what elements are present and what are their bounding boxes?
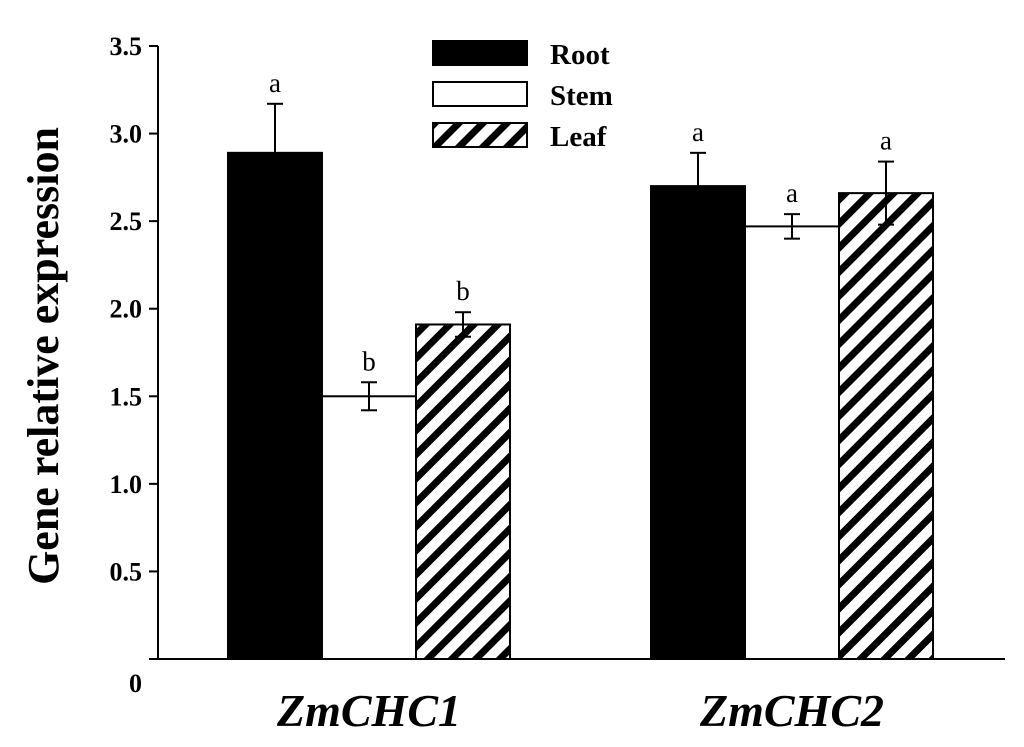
- y-tick-label: 3.5: [110, 32, 143, 61]
- significance-labels: a a b a b a: [269, 68, 892, 376]
- legend-swatch: [432, 40, 528, 66]
- y-axis-title: Gene relative expression: [19, 127, 68, 585]
- error-bars: [267, 102, 894, 412]
- legend-label: Leaf: [550, 121, 607, 153]
- y-tick-label: 3.0: [110, 120, 143, 149]
- y-tick-label: 1.0: [110, 470, 143, 499]
- y-ticks: 0 0.5 1.0 1.5 2.0 2.5 3.0 3.5: [110, 32, 158, 698]
- error-bar-stem-zmchc2: [784, 213, 800, 240]
- error-bar-stem-zmchc1: [361, 381, 377, 412]
- bar-leaf-zmchc2: [838, 192, 934, 660]
- significance-label: a: [692, 117, 704, 147]
- bar-root-zmchc1: [227, 151, 323, 661]
- bar-root-zmchc2: [650, 185, 746, 660]
- bars: [227, 151, 934, 661]
- legend-item-root: Root: [432, 39, 610, 71]
- significance-label: a: [880, 126, 892, 156]
- legend-item-leaf: Leaf: [432, 121, 607, 153]
- error-bar-root-zmchc2: [690, 151, 706, 221]
- y-tick-label: 2.0: [110, 295, 143, 324]
- legend-swatch: [432, 122, 528, 148]
- y-tick-label: 0.5: [110, 557, 143, 586]
- error-bar-leaf-zmchc1: [455, 311, 471, 338]
- y-tick-label: 2.5: [110, 207, 143, 236]
- bar-stem-zmchc2: [744, 225, 840, 660]
- significance-label: b: [362, 346, 376, 376]
- bar-leaf-zmchc1: [415, 323, 511, 660]
- legend-item-stem: Stem: [432, 80, 613, 112]
- y-tick-label: 1.5: [110, 382, 143, 411]
- category-label-zmchc2: ZmCHC2: [699, 685, 884, 736]
- legend: Root Stem Leaf: [432, 39, 613, 153]
- bar-stem-zmchc1: [321, 395, 417, 660]
- y-tick-label: 0: [129, 669, 142, 698]
- error-bar-root-zmchc1: [267, 102, 283, 203]
- significance-label: a: [269, 68, 281, 98]
- legend-label: Root: [550, 39, 610, 71]
- legend-label: Stem: [550, 80, 613, 112]
- significance-label: a: [786, 178, 798, 208]
- category-label-zmchc1: ZmCHC1: [276, 685, 461, 736]
- significance-label: b: [456, 276, 470, 306]
- error-bar-leaf-zmchc2: [878, 160, 894, 226]
- category-labels: ZmCHC1 ZmCHC2: [276, 685, 884, 736]
- legend-swatch: [432, 81, 528, 107]
